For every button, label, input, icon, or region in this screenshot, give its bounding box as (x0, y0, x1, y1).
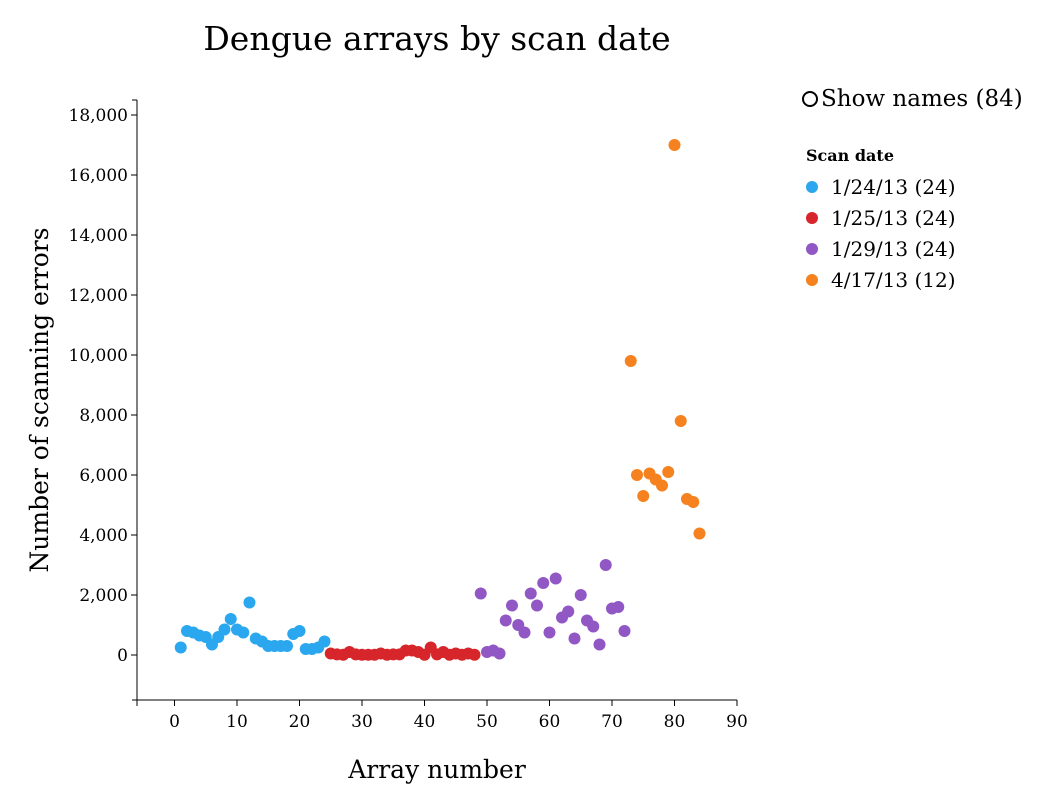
legend-item[interactable]: 1/29/13 (24) (806, 233, 956, 264)
data-point[interactable] (494, 648, 506, 660)
y-tick-label: 2,000 (79, 586, 128, 606)
series-group (325, 642, 481, 661)
data-point[interactable] (500, 615, 512, 627)
x-tick-label: 60 (539, 712, 561, 732)
legend-label: 4/17/13 (12) (831, 268, 956, 292)
x-tick-label: 90 (726, 712, 748, 732)
data-point[interactable] (225, 613, 237, 625)
data-point[interactable] (294, 625, 306, 637)
series-group (175, 597, 331, 656)
data-point[interactable] (544, 627, 556, 639)
data-point[interactable] (669, 139, 681, 151)
data-point[interactable] (631, 469, 643, 481)
legend-label: 1/25/13 (24) (831, 206, 956, 230)
data-point[interactable] (562, 606, 574, 618)
data-point[interactable] (319, 636, 331, 648)
data-point[interactable] (575, 589, 587, 601)
data-point[interactable] (506, 600, 518, 612)
legend-label: 1/24/13 (24) (831, 175, 956, 199)
legend-label: 1/29/13 (24) (831, 237, 956, 261)
x-tick-label: 80 (664, 712, 686, 732)
show-names-label: Show names (84) (821, 86, 1023, 112)
data-point[interactable] (600, 559, 612, 571)
x-tick-label: 40 (414, 712, 436, 732)
legend: Scan date 1/24/13 (24) 1/25/13 (24) 1/29/1… (806, 146, 956, 295)
y-tick-label: 6,000 (79, 466, 128, 486)
y-tick-label: 0 (117, 646, 128, 666)
data-point[interactable] (281, 640, 293, 652)
data-point[interactable] (662, 466, 674, 478)
x-tick-label: 20 (289, 712, 311, 732)
data-point[interactable] (219, 624, 231, 636)
data-point[interactable] (694, 528, 706, 540)
y-tick-label: 8,000 (79, 406, 128, 426)
data-point[interactable] (587, 621, 599, 633)
y-tick-label: 18,000 (69, 106, 128, 126)
show-names-toggle[interactable]: Show names (84) (802, 86, 1023, 112)
legend-swatch (806, 181, 818, 193)
series-group (625, 139, 706, 540)
y-tick-label: 16,000 (69, 166, 128, 186)
x-tick-label: 10 (226, 712, 248, 732)
legend-item[interactable]: 1/24/13 (24) (806, 171, 956, 202)
data-point[interactable] (537, 577, 549, 589)
data-point[interactable] (519, 627, 531, 639)
data-point[interactable] (475, 588, 487, 600)
data-point[interactable] (637, 490, 649, 502)
y-tick-label: 12,000 (69, 286, 128, 306)
data-point[interactable] (531, 600, 543, 612)
data-point[interactable] (237, 627, 249, 639)
legend-item[interactable]: 4/17/13 (12) (806, 264, 956, 295)
x-axis-label: Array number (347, 755, 526, 784)
y-tick-label: 14,000 (69, 226, 128, 246)
data-point[interactable] (525, 588, 537, 600)
radio-button[interactable] (802, 91, 818, 107)
data-point[interactable] (619, 625, 631, 637)
data-point[interactable] (550, 573, 562, 585)
data-point[interactable] (687, 496, 699, 508)
data-point[interactable] (569, 633, 581, 645)
legend-item[interactable]: 1/25/13 (24) (806, 202, 956, 233)
y-axis-label: Number of scanning errors (25, 227, 54, 572)
series-group (475, 559, 631, 660)
y-tick-label: 4,000 (79, 526, 128, 546)
data-point[interactable] (625, 355, 637, 367)
y-tick-label: 10,000 (69, 346, 128, 366)
legend-swatch (806, 274, 818, 286)
data-point[interactable] (656, 480, 668, 492)
legend-swatch (806, 243, 818, 255)
data-point[interactable] (612, 601, 624, 613)
data-point[interactable] (594, 639, 606, 651)
x-tick-label: 50 (476, 712, 498, 732)
legend-swatch (806, 212, 818, 224)
data-point[interactable] (469, 649, 481, 661)
x-tick-label: 0 (169, 712, 180, 732)
data-point[interactable] (175, 642, 187, 654)
data-point[interactable] (244, 597, 256, 609)
legend-title: Scan date (806, 146, 956, 165)
chart-title: Dengue arrays by scan date (203, 19, 670, 58)
x-tick-label: 30 (351, 712, 373, 732)
data-point[interactable] (675, 415, 687, 427)
x-tick-label: 70 (601, 712, 623, 732)
